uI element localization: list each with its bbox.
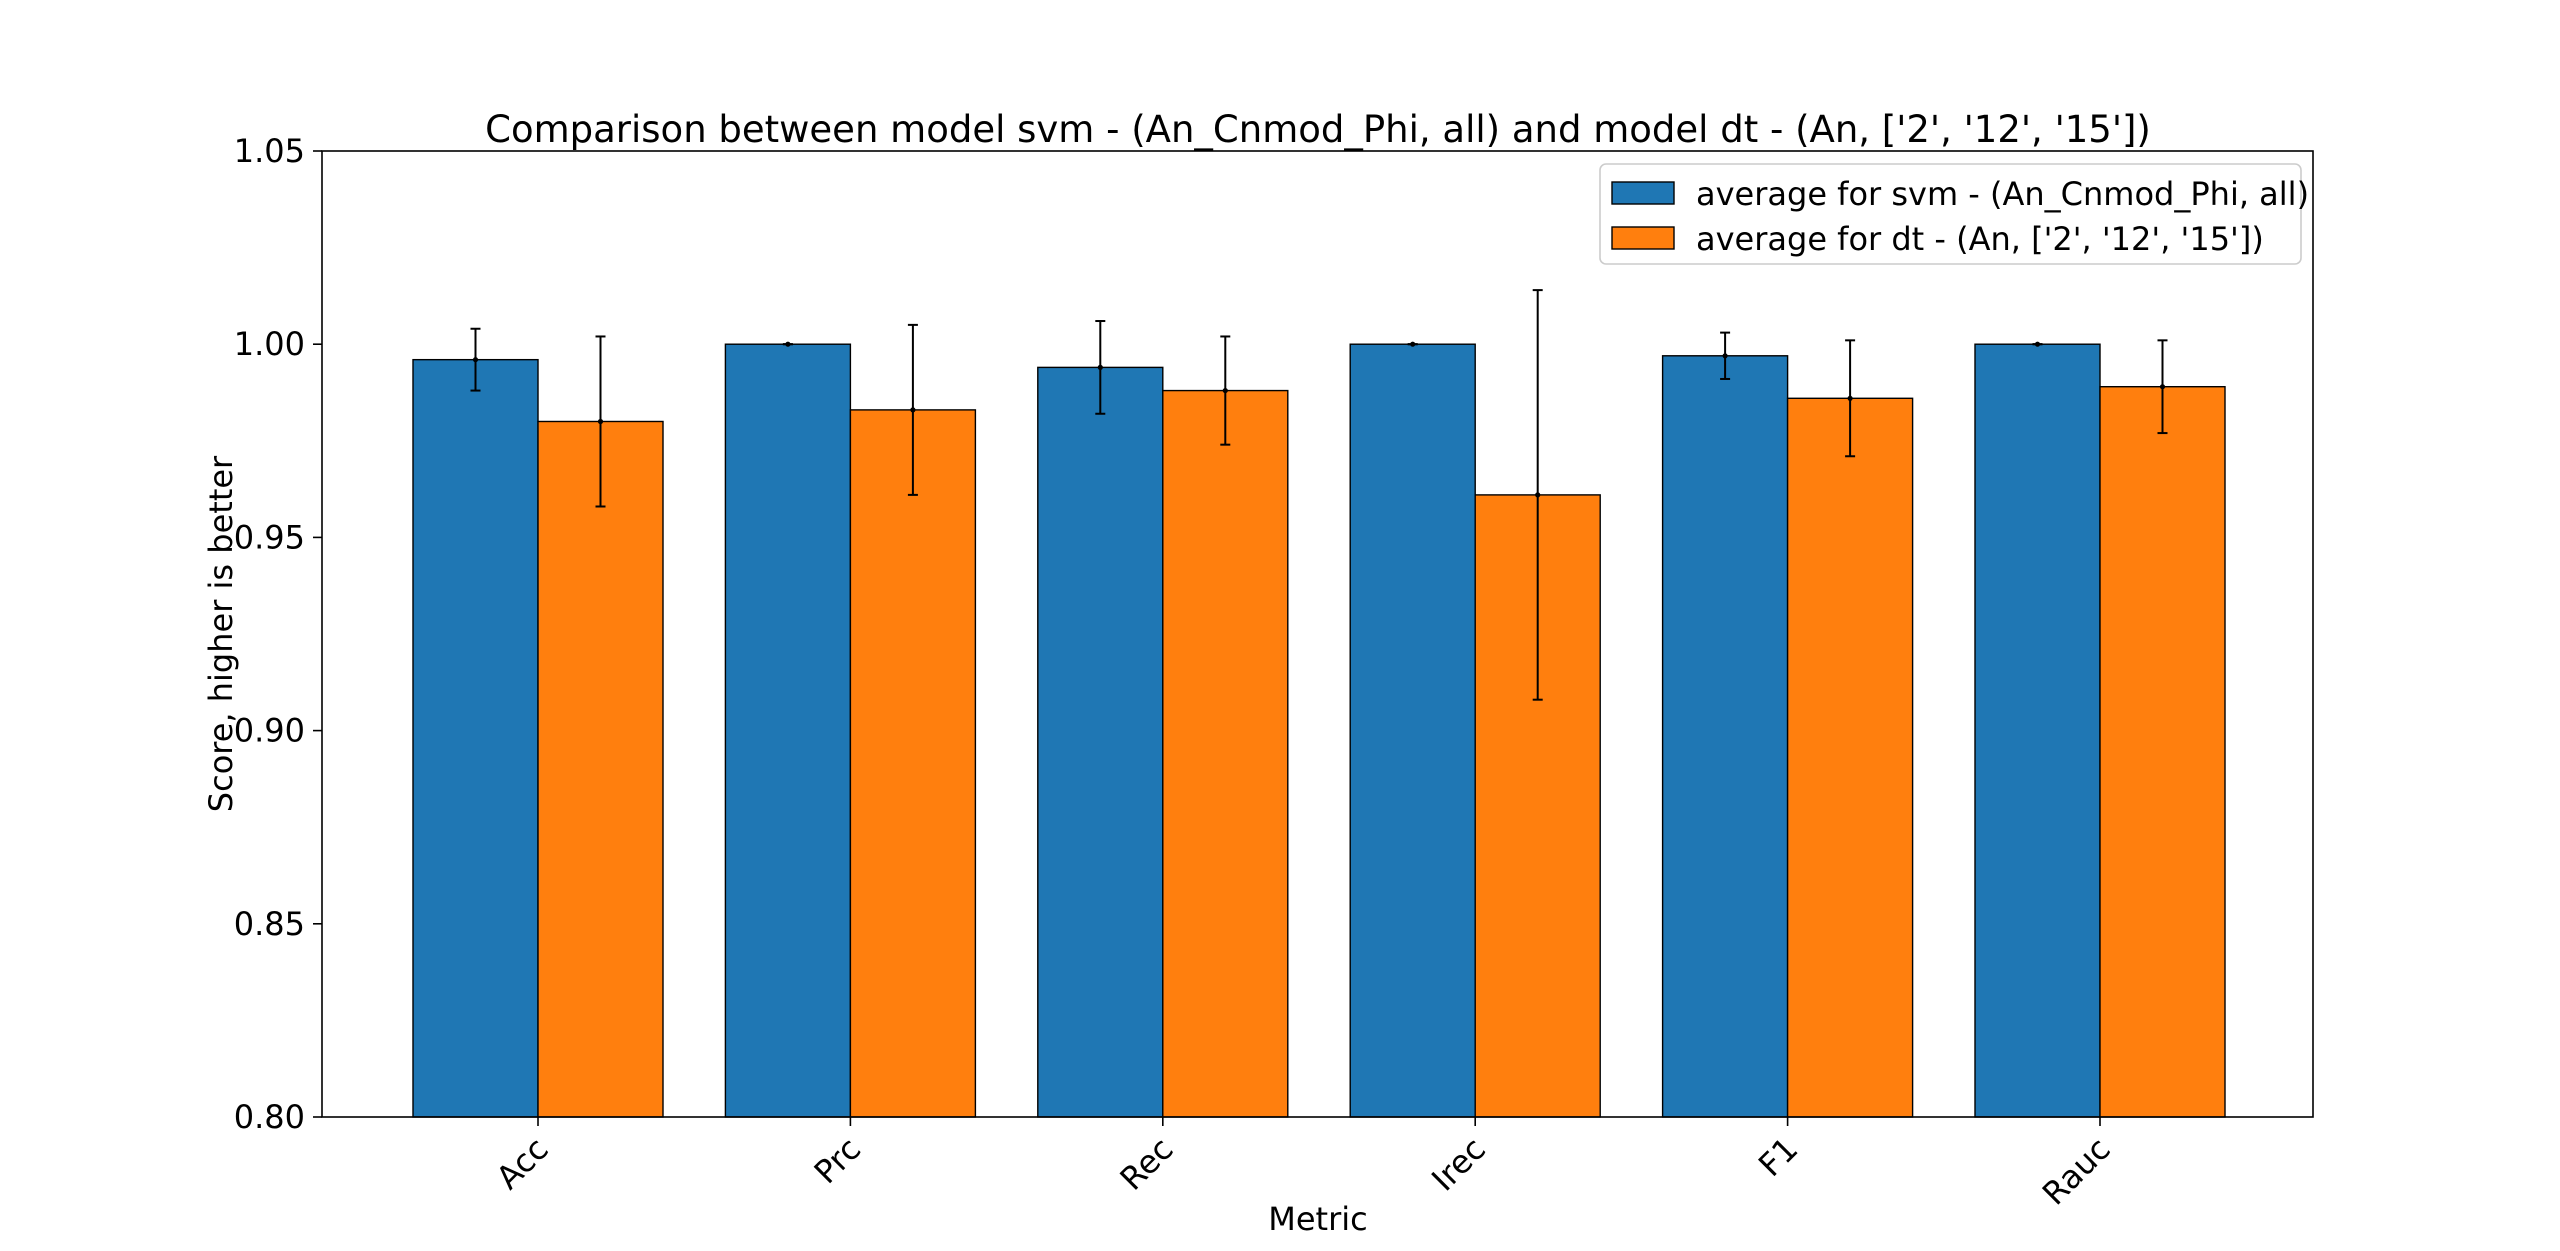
legend-swatch-series-2	[1611, 226, 1675, 250]
y-tick-label: 0.95	[234, 518, 305, 556]
bar-rec-series-2	[1162, 389, 1289, 1118]
errorbar-f1-series-2	[1845, 339, 1856, 458]
bar-f1-series-1	[1661, 355, 1789, 1118]
errorbar-prc-series-1	[782, 341, 793, 347]
y-axis-label: Score, higher is better	[202, 455, 240, 812]
errorbar-rauc-series-1	[2032, 341, 2043, 347]
y-tick-label: 0.80	[234, 1098, 305, 1136]
errorbar-irec-series-2	[1532, 289, 1543, 701]
plot-frame	[321, 150, 2314, 1118]
x-axis-label: Metric	[1268, 1200, 1367, 1238]
y-tick-label: 0.85	[234, 905, 305, 943]
bar-irec-series-1	[1349, 343, 1476, 1118]
x-tick-label-f1: F1	[1751, 1130, 1805, 1184]
x-axis: Acc Prc Rec Irec F1 Rauc	[489, 1117, 2118, 1213]
bar-prc-series-2	[849, 409, 977, 1118]
errorbar-acc-series-2	[595, 335, 606, 508]
x-tick-label-acc: Acc	[489, 1130, 556, 1197]
legend-swatch-series-1	[1611, 181, 1675, 205]
y-tick-label: 1.05	[234, 132, 305, 170]
legend: average for svm - (An_Cnmod_Phi, all) ave…	[1599, 163, 2309, 265]
bar-rec-series-1	[1037, 366, 1164, 1118]
errorbars-layer	[470, 289, 2168, 701]
bar-prc-series-1	[724, 343, 852, 1118]
errorbar-prc-series-2	[907, 323, 918, 496]
y-tick-label: 0.90	[234, 712, 305, 750]
bar-acc-series-1	[412, 358, 539, 1118]
legend-label-series-2: average for dt - (An, ['2', '12', '15'])	[1696, 220, 2264, 258]
legend-box	[1599, 163, 2302, 265]
errorbar-irec-series-1	[1407, 341, 1418, 347]
legend-label-series-1: average for svm - (An_Cnmod_Phi, all)	[1696, 175, 2309, 213]
chart-title: Comparison between model svm - (An_Cnmod…	[485, 108, 2151, 151]
x-tick-label-prc: Prc	[807, 1130, 868, 1191]
x-tick-label-irec: Irec	[1424, 1130, 1493, 1199]
bar-acc-series-2	[537, 420, 664, 1118]
errorbar-rec-series-2	[1220, 335, 1231, 446]
bar-f1-series-2	[1786, 397, 1914, 1118]
x-tick-label-rec: Rec	[1113, 1130, 1181, 1198]
x-tick-label-rauc: Rauc	[2035, 1130, 2118, 1213]
bar-rauc-series-2	[2099, 386, 2226, 1118]
errorbar-rec-series-1	[1095, 320, 1106, 415]
errorbar-f1-series-1	[1720, 331, 1731, 380]
errorbar-rauc-series-2	[2157, 339, 2168, 435]
errorbar-acc-series-1	[470, 327, 481, 392]
y-tick-label: 1.00	[234, 325, 305, 363]
bar-rauc-series-1	[1974, 343, 2101, 1118]
bars-layer	[412, 343, 2226, 1118]
y-axis: 0.80 0.85 0.90 0.95 1.00 1.05	[234, 132, 322, 1136]
